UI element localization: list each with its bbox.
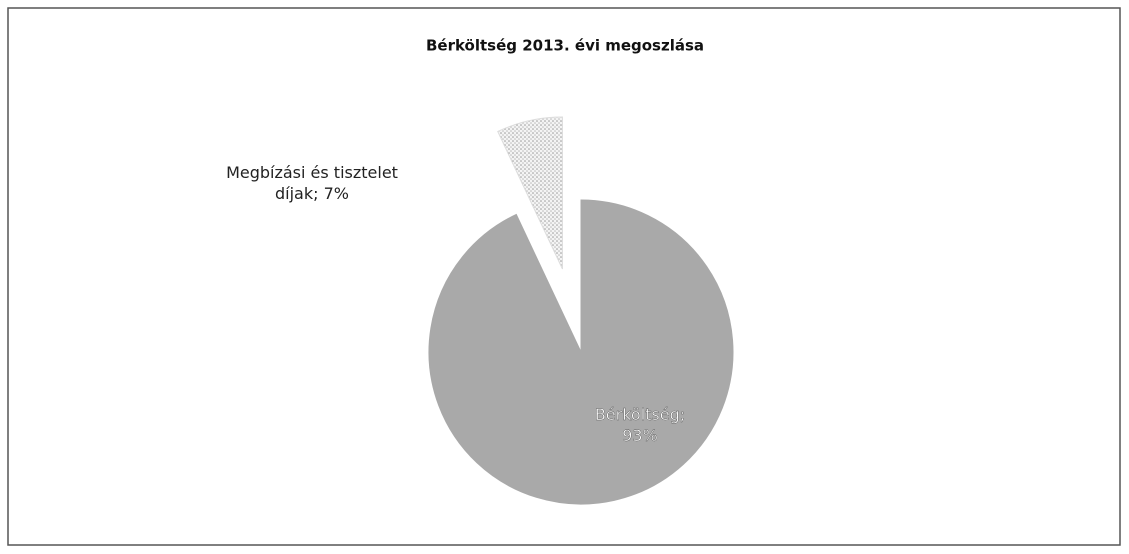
pie-slice — [428, 199, 734, 505]
data-label: Bérköltség; 93% — [595, 405, 685, 445]
pie-slice — [497, 116, 563, 270]
data-label: Megbízási és tisztelet díjak; 7% — [226, 163, 398, 203]
chart-title: Bérköltség 2013. évi megoszlása — [426, 37, 704, 55]
